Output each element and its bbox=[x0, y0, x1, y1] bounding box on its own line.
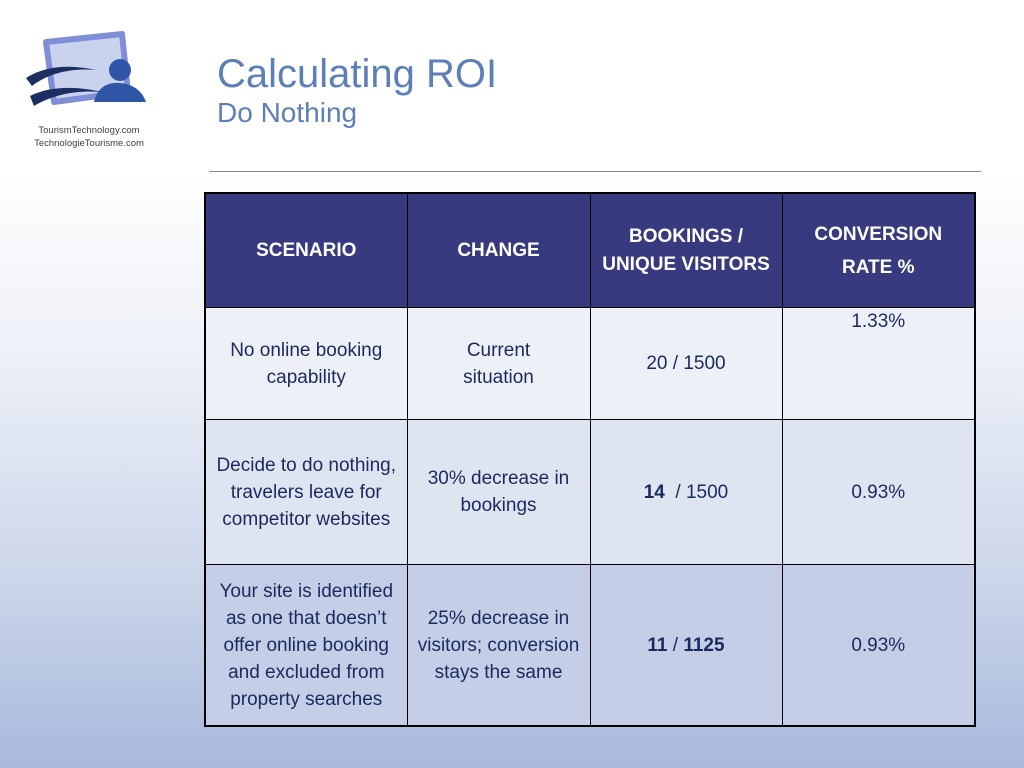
header-bookings-visitors: BOOKINGS / UNIQUE VISITORS bbox=[589, 192, 783, 308]
cell-bookings-visitors: 11 / 1125 bbox=[589, 564, 783, 727]
cell-scenario: Your site is identified as one that does… bbox=[204, 564, 408, 727]
table-row: No online booking capability Current sit… bbox=[204, 307, 976, 420]
bookings-value: 11 bbox=[647, 634, 668, 656]
cell-change: 30% decrease in bookings bbox=[406, 419, 591, 565]
page-title: Calculating ROI bbox=[217, 52, 498, 96]
roi-table: SCENARIO CHANGE BOOKINGS / UNIQUE VISITO… bbox=[204, 192, 976, 727]
header-scenario: SCENARIO bbox=[204, 192, 408, 308]
page-subtitle: Do Nothing bbox=[217, 97, 358, 128]
logo-text: TourismTechnology.com TechnologieTourism… bbox=[30, 124, 148, 150]
visitors-value: 1500 bbox=[685, 481, 729, 503]
visitors-value: 1500 bbox=[683, 353, 726, 374]
title-block: Calculating ROI Do Nothing bbox=[217, 52, 497, 130]
tourism-technology-logo-icon bbox=[26, 31, 146, 106]
logo-line-2: TechnologieTourisme.com bbox=[34, 138, 144, 149]
cell-change: Current situation bbox=[406, 307, 591, 420]
bookings-value: 20 bbox=[646, 353, 668, 374]
cell-change: 25% decrease in visitors; conversion sta… bbox=[406, 564, 591, 727]
bookings-value: 14 bbox=[643, 481, 665, 503]
cell-conversion: 0.93% bbox=[781, 564, 976, 727]
cell-conversion: 1.33% bbox=[781, 307, 976, 420]
logo-line-1: TourismTechnology.com bbox=[38, 125, 140, 136]
table-row: Your site is identified as one that does… bbox=[204, 564, 976, 727]
table-header-row: SCENARIO CHANGE BOOKINGS / UNIQUE VISITO… bbox=[204, 192, 976, 308]
visitors-value: 1125 bbox=[683, 634, 725, 656]
cell-scenario: No online booking capability bbox=[204, 307, 408, 420]
title-divider bbox=[209, 171, 981, 172]
header-change: CHANGE bbox=[406, 192, 591, 308]
cell-conversion: 0.93% bbox=[781, 419, 976, 565]
table-row: Decide to do nothing, travelers leave fo… bbox=[204, 419, 976, 565]
cell-bookings-visitors: 14 / 1500 bbox=[589, 419, 783, 565]
logo: TourismTechnology.com TechnologieTourism… bbox=[24, 30, 152, 152]
cell-bookings-visitors: 20 / 1500 bbox=[589, 307, 783, 420]
cell-scenario: Decide to do nothing, travelers leave fo… bbox=[204, 419, 408, 565]
header-conversion-rate: CONVERSION RATE % bbox=[781, 192, 976, 308]
